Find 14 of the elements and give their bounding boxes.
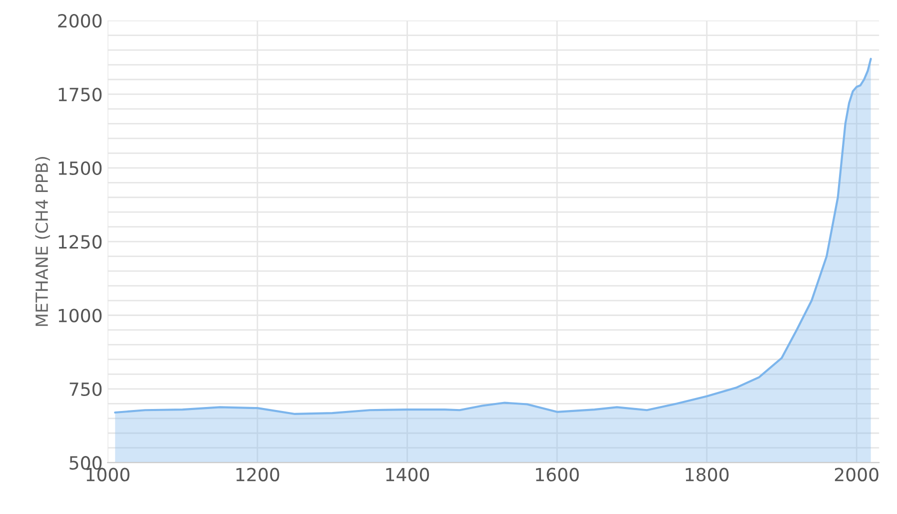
x-tick-label: 1200 <box>236 468 280 482</box>
y-tick-label: 750 <box>70 382 102 396</box>
y-tick-label: 2000 <box>58 14 102 28</box>
y-axis-title: METHANE (CH4 PPB) <box>35 157 50 326</box>
y-tick-label: 1000 <box>58 308 102 322</box>
y-tick-label: 500 <box>70 456 102 470</box>
x-tick-label: 1000 <box>86 468 130 482</box>
y-tick-label: 1500 <box>58 161 102 176</box>
y-tick-label: 1250 <box>58 235 102 249</box>
x-tick-label: 1400 <box>386 468 429 482</box>
x-tick-label: 1600 <box>536 468 579 482</box>
x-tick-label: 1800 <box>686 468 729 482</box>
x-tick-label: 2000 <box>834 468 878 482</box>
y-tick-label: 1750 <box>58 88 102 102</box>
